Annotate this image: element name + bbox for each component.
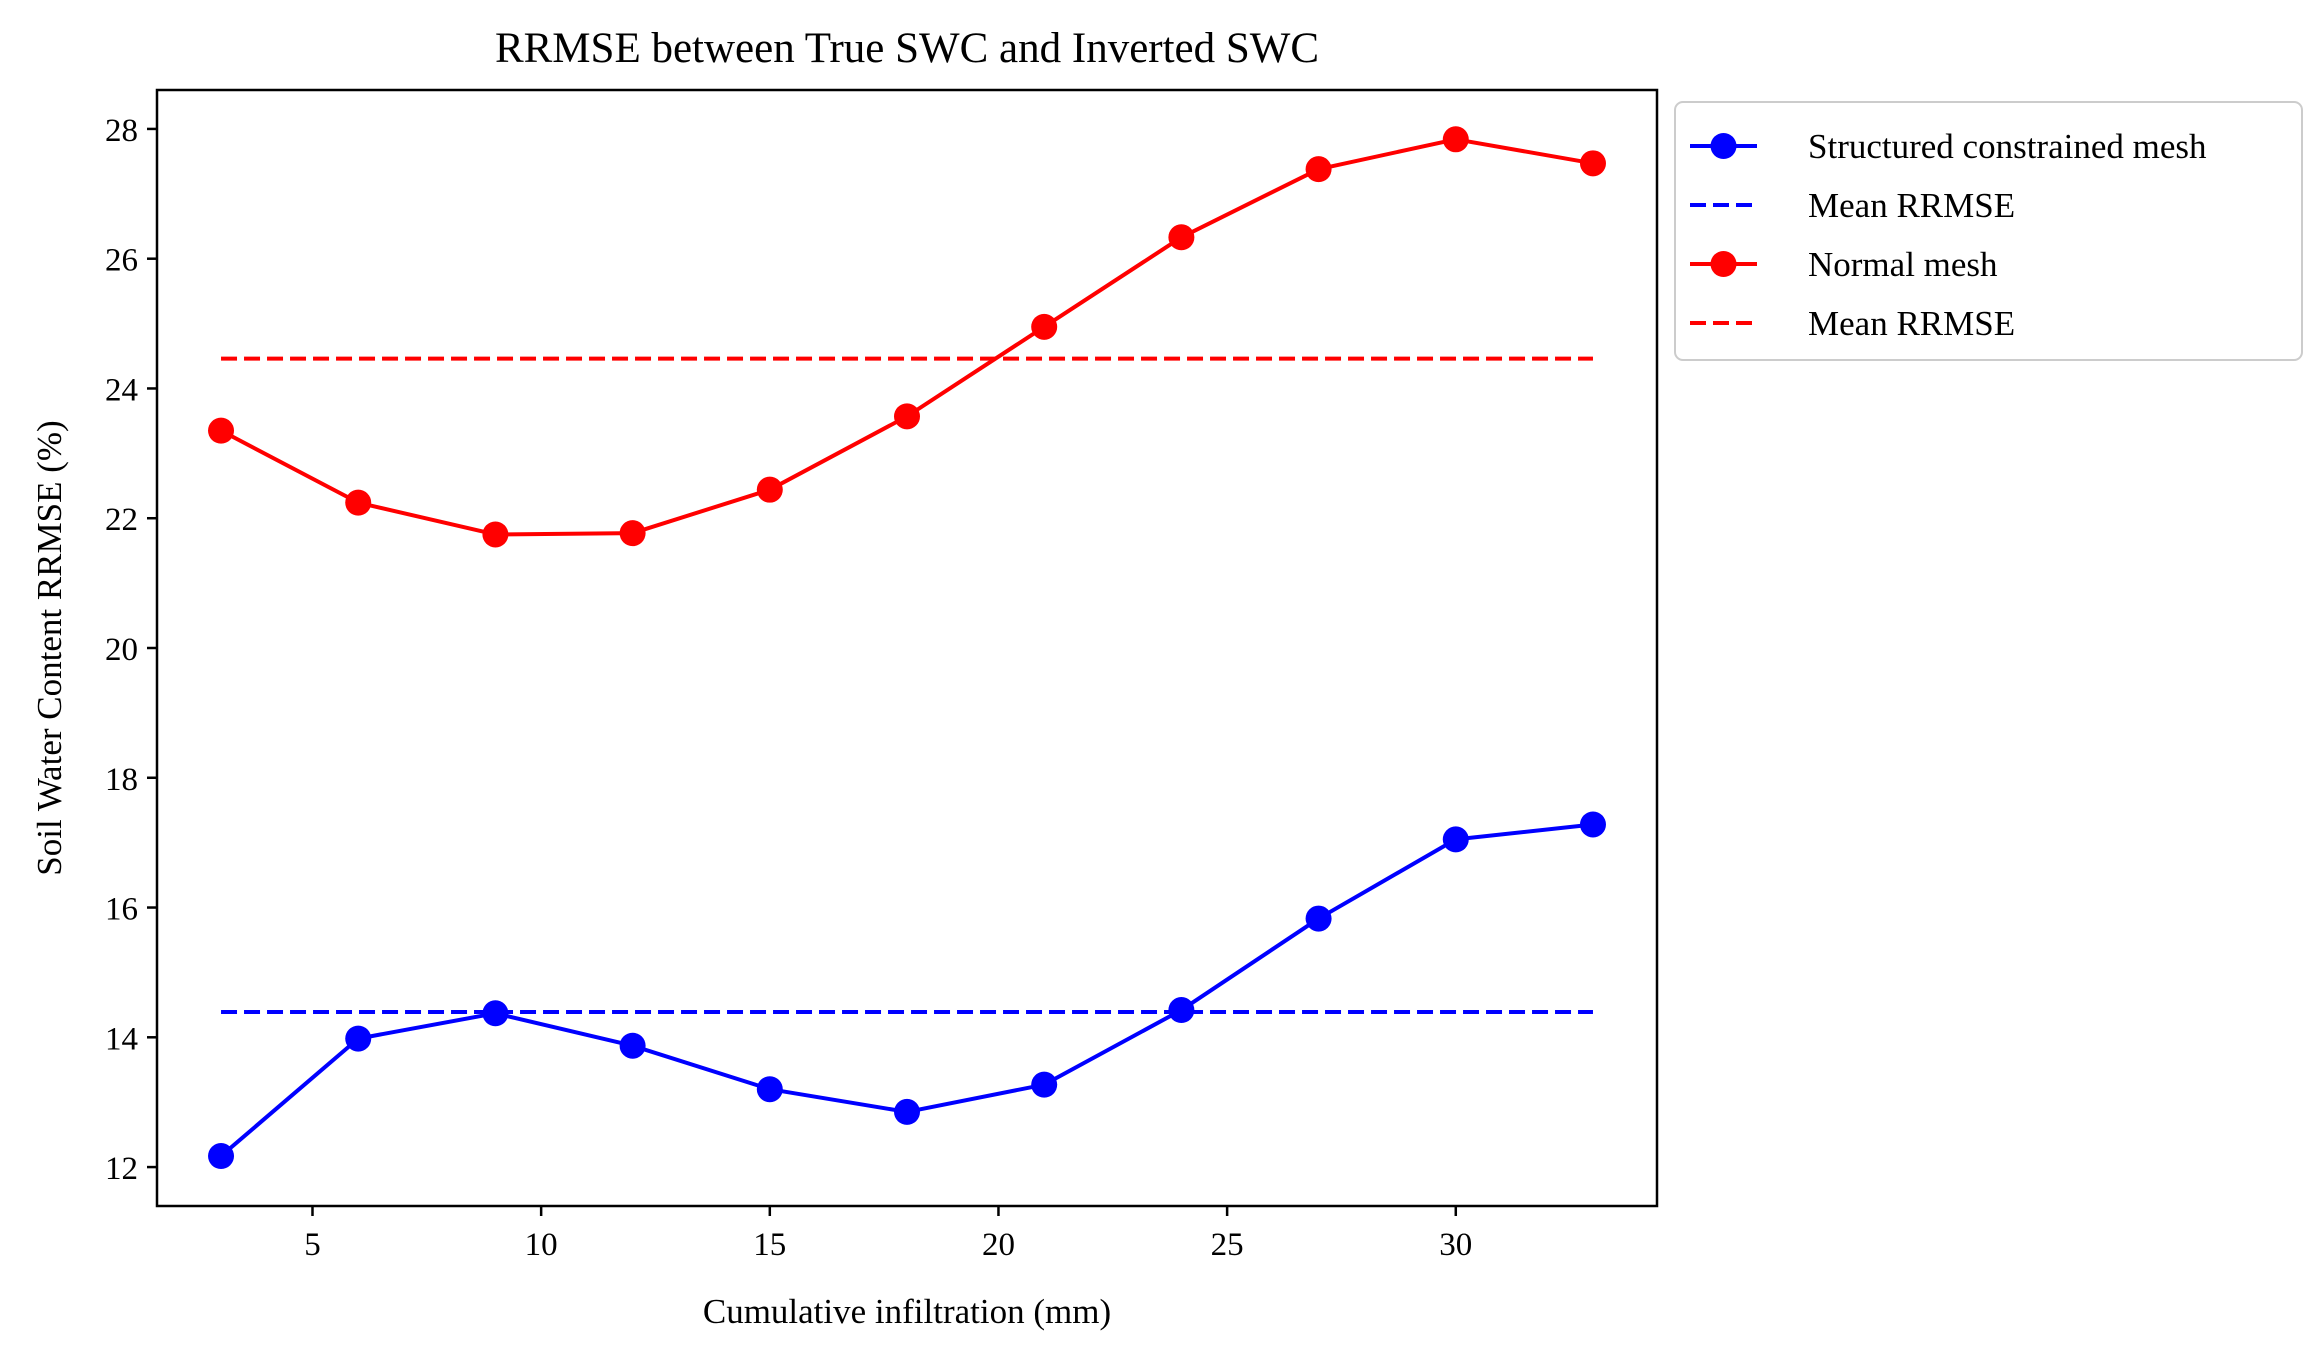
series-markers [208,126,1606,1170]
y-tick-label: 20 [105,632,138,668]
series-0-point-1 [345,1025,372,1052]
series-0-point-7 [1168,997,1195,1024]
series-0-point-10 [1579,811,1606,838]
y-axis-ticks: 12 14 16 18 20 22 24 26 28 [105,113,157,1187]
series-1-point-1 [345,489,372,516]
series-0-point-8 [1305,905,1332,932]
y-tick-label: 28 [105,113,138,149]
series-1-point-4 [756,476,783,503]
x-tick-label: 5 [304,1227,321,1263]
series-0-point-3 [619,1032,646,1059]
series-lines [219,137,1594,1158]
plot-area-frame [155,88,1659,1208]
legend-label-1: Mean RRMSE [1808,186,2015,225]
series-0-point-4 [756,1076,783,1103]
series-1-point-3 [619,520,646,547]
legend-label-0: Structured constrained mesh [1808,127,2207,166]
x-tick-label: 15 [753,1227,786,1263]
y-tick-label: 24 [105,372,138,408]
series-1-point-8 [1305,156,1332,183]
x-axis-label: Cumulative infiltration (mm) [703,1292,1111,1331]
series-1-point-10 [1579,150,1606,177]
series-1-point-0 [208,417,235,444]
y-tick-label: 12 [105,1151,138,1187]
legend-label-2: Normal mesh [1808,245,1998,284]
series-1-point-5 [894,403,920,430]
series-0-point-6 [1031,1071,1058,1098]
x-tick-label: 30 [1439,1227,1472,1263]
y-tick-label: 16 [105,892,138,928]
x-tick-label: 25 [1211,1227,1244,1263]
series-0-point-9 [1442,826,1469,853]
legend-label-3: Mean RRMSE [1808,304,2015,343]
series-1-point-2 [482,521,509,548]
legend-box [1674,101,2303,361]
series-1-point-7 [1168,224,1195,251]
x-tick-label: 10 [525,1227,558,1263]
legend-marker-0 [1710,133,1737,159]
series-1-point-9 [1442,126,1469,153]
x-axis-ticks: 5 10 15 20 25 30 [304,1206,1472,1263]
y-tick-label: 22 [105,502,138,538]
legend: Structured constrained mesh Mean RRMSE Nor… [1674,101,2303,361]
y-tick-label: 14 [105,1021,138,1057]
series-0-point-0 [208,1143,235,1170]
series-1-point-6 [1031,313,1058,340]
legend-marker-2 [1710,251,1737,277]
y-axis-label: Soil Water Content RRMSE (%) [30,420,69,875]
y-tick-label: 18 [105,762,138,798]
legend-entries: Structured constrained mesh Mean RRMSE Nor… [1690,127,2207,343]
series-0-point-5 [894,1098,920,1125]
y-tick-label: 26 [105,243,138,279]
series-0-point-2 [482,1000,509,1027]
mean-lines [221,356,1593,1014]
chart-title: RRMSE between True SWC and Inverted SWC [495,25,1319,72]
x-tick-label: 20 [982,1227,1015,1263]
series-line-1 [220,137,1594,537]
